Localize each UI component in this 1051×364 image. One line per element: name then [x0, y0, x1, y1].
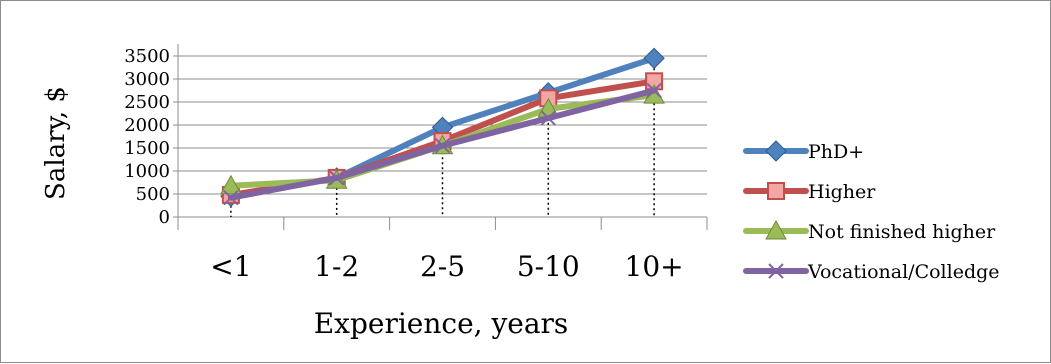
x-tick-label-10: 10+	[625, 250, 684, 283]
legend-marker-phd	[765, 140, 787, 162]
x-tick-label-1: <1	[210, 250, 251, 283]
legend-marker-higher	[767, 182, 785, 200]
point-vocational-colledge-0	[223, 189, 239, 206]
point-vocational-colledge-3	[540, 110, 557, 126]
point-vocational-colledge-4	[646, 82, 662, 99]
legend-entry-phd: PhD+	[743, 140, 864, 163]
legend-label-vocational-colledge: Vocational/Colledge	[807, 261, 1000, 283]
y-tick-label-1500: 1500	[124, 138, 170, 159]
series-vocational-colledge	[223, 82, 662, 206]
y-tick-label-0: 0	[159, 207, 170, 228]
y-tick-label-3000: 3000	[124, 69, 170, 90]
point-phd-4	[643, 47, 665, 70]
x-tick-label-2-5: 2-5	[420, 250, 465, 283]
point-not-finished-higher-0	[220, 174, 242, 195]
x-tick-label-5-10: 5-10	[517, 250, 580, 283]
legend-marker-vocational-colledge	[768, 263, 784, 279]
y-tick-label-1000: 1000	[124, 161, 170, 182]
legend-entry-not-finished-higher: Not finished higher	[743, 219, 996, 243]
legend-label-higher: Higher	[808, 181, 876, 203]
x-tick-label-1-2: 1-2	[314, 250, 359, 283]
legend: PhD+ Higher Not finished higher Vocational/…	[743, 140, 1000, 283]
point-vocational-colledge-2	[434, 137, 451, 154]
y-tick-label-500: 500	[136, 184, 170, 205]
y-axis-title: Salary, $	[41, 86, 71, 200]
legend-marker-not-finished-higher	[765, 219, 787, 240]
legend-entry-vocational-colledge: Vocational/Colledge	[743, 261, 1000, 283]
legend-entry-higher: Higher	[743, 181, 876, 203]
legend-label-not-finished-higher: Not finished higher	[808, 221, 996, 243]
y-tick-label-2000: 2000	[124, 115, 170, 136]
x-axis-title: Experience, years	[314, 307, 569, 340]
series-group	[220, 47, 665, 208]
legend-label-phd: PhD+	[808, 141, 864, 163]
y-tick-label-2500: 2500	[124, 92, 170, 113]
y-tick-label-3500: 3500	[124, 46, 170, 67]
point-vocational-colledge-1	[328, 170, 345, 186]
